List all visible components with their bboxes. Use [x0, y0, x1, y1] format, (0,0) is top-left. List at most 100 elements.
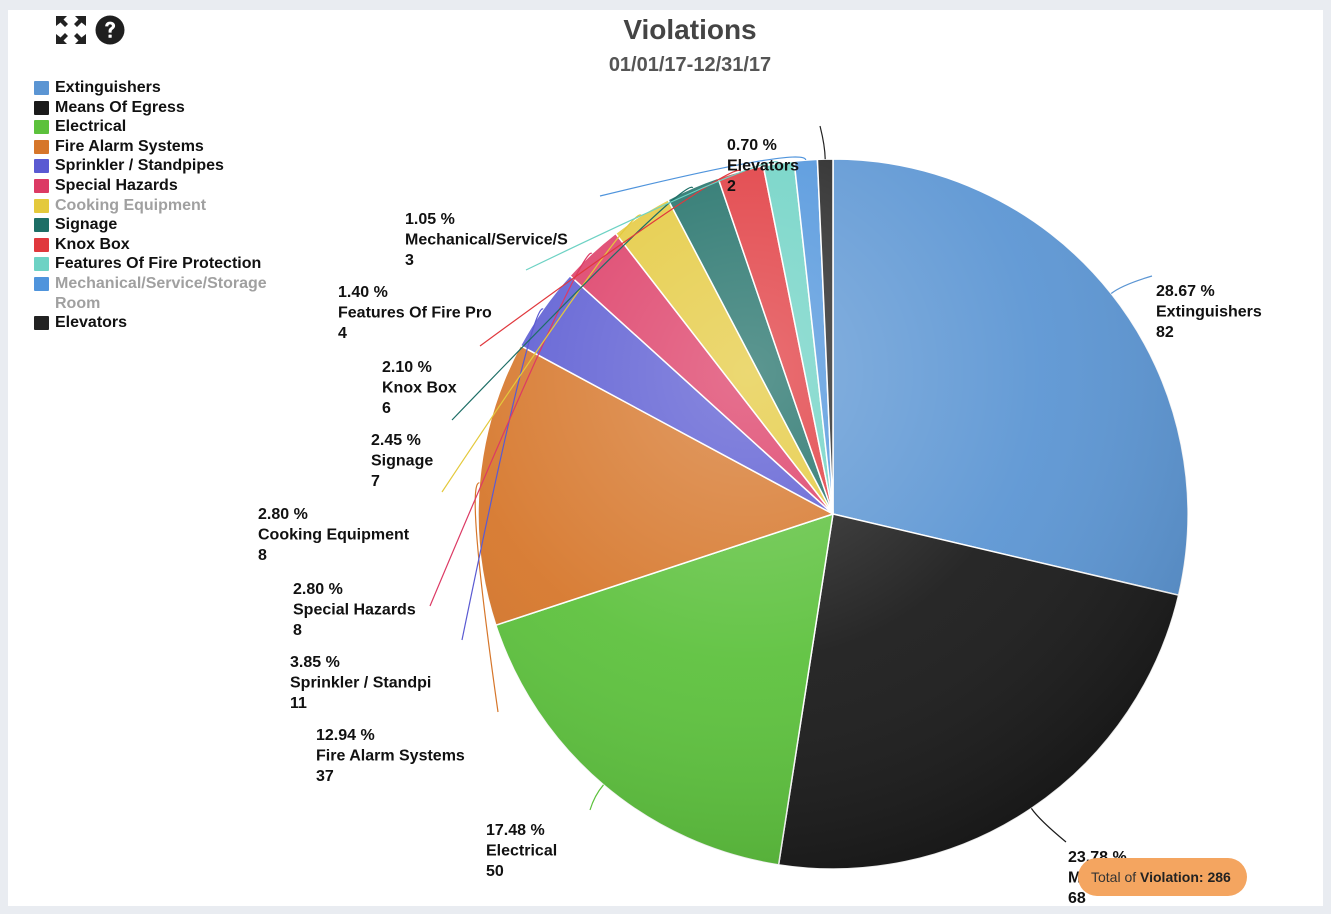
legend-swatch	[34, 178, 49, 193]
legend-swatch	[34, 198, 49, 213]
legend-item-extinguishers[interactable]: Extinguishers	[32, 78, 297, 98]
leader-line-fire-alarm-systems	[474, 482, 499, 713]
data-label-signage: 2.45 % Signage 7	[371, 432, 433, 490]
legend-item-electrical[interactable]: Electrical	[32, 117, 297, 137]
total-violations-badge: Total of Violation: 286	[1078, 858, 1247, 896]
data-label-value: 3	[405, 252, 414, 269]
legend-item-cooking-equipment[interactable]: Cooking Equipment	[32, 196, 297, 216]
legend-swatch	[34, 237, 49, 252]
data-label-label: Cooking Equipment	[258, 527, 410, 544]
leader-line-elevators	[819, 125, 826, 160]
legend-item-special-hazards[interactable]: Special Hazards	[32, 176, 297, 196]
legend-swatch	[34, 120, 49, 135]
leader-line-knox-box	[479, 169, 742, 347]
legend-item-elevators[interactable]: Elevators	[32, 313, 297, 333]
data-label-label: Features Of Fire Pro	[338, 305, 492, 322]
legend-item-mechanical-service-storage-room[interactable]: Mechanical/Service/Storage Room	[32, 274, 297, 313]
data-label-percent: 2.80 %	[258, 506, 308, 523]
data-label-value: 37	[316, 768, 334, 785]
data-label-label: Fire Alarm Systems	[316, 748, 465, 765]
data-label-fire-alarm-systems: 12.94 % Fire Alarm Systems 37	[316, 727, 465, 785]
data-label-elevators: 0.70 % Elevators 2	[727, 137, 799, 195]
legend-item-features-of-fire-protection[interactable]: Features Of Fire Protection	[32, 254, 297, 274]
legend-swatch	[34, 276, 49, 291]
data-label-percent: 1.05 %	[405, 211, 455, 228]
legend-swatch	[34, 218, 49, 233]
data-label-cooking-equipment: 2.80 % Cooking Equipment 8	[258, 506, 410, 564]
legend-label: Special Hazards	[55, 176, 178, 194]
data-label-special-hazards: 2.80 % Special Hazards 8	[293, 581, 416, 639]
legend-label: Fire Alarm Systems	[55, 137, 204, 155]
data-label-percent: 1.40 %	[338, 284, 388, 301]
chart-legend: Extinguishers Means Of Egress Electrical Fi…	[32, 78, 297, 333]
fullscreen-icon[interactable]	[54, 14, 88, 51]
legend-label: Extinguishers	[55, 79, 161, 96]
legend-item-signage[interactable]: Signage	[32, 215, 297, 235]
leader-line-sprinkler-standpipes	[461, 308, 544, 641]
legend-item-means-of-egress[interactable]: Means Of Egress	[32, 98, 297, 118]
legend-label: Features Of Fire Protection	[55, 255, 262, 273]
data-label-percent: 2.45 %	[371, 432, 421, 449]
data-label-percent: 3.85 %	[290, 654, 340, 671]
data-label-label: Special Hazards	[293, 602, 416, 619]
data-label-label: Mechanical/Service/S	[405, 232, 568, 249]
legend-swatch	[34, 257, 49, 272]
data-label-value: 82	[1156, 324, 1174, 341]
data-label-electrical: 17.48 % Electrical 50	[486, 822, 557, 880]
legend-swatch	[34, 316, 49, 331]
data-label-percent: 2.80 %	[293, 581, 343, 598]
data-label-percent: 17.48 %	[486, 822, 545, 839]
leader-line-extinguishers	[1110, 275, 1153, 294]
data-label-value: 8	[258, 547, 267, 564]
legend-label: Electrical	[55, 118, 127, 136]
help-icon[interactable]	[94, 14, 126, 51]
data-label-value: 2	[727, 178, 736, 195]
data-label-label: Extinguishers	[1156, 304, 1262, 321]
data-label-value: 50	[486, 863, 504, 880]
chart-title: Violations	[623, 14, 757, 45]
data-label-value: 8	[293, 622, 302, 639]
legend-label: Sprinkler / Standpipes	[55, 157, 224, 175]
leader-line-electrical	[589, 784, 604, 811]
data-label-value: 4	[338, 325, 347, 342]
data-label-label: Knox Box	[382, 380, 457, 397]
legend-item-fire-alarm-systems[interactable]: Fire Alarm Systems	[32, 137, 297, 157]
data-label-label: Sprinkler / Standpi	[290, 675, 431, 692]
legend-label: Knox Box	[55, 235, 130, 253]
legend-label: Cooking Equipment	[55, 196, 207, 214]
data-label-extinguishers: 28.67 % Extinguishers 82	[1156, 283, 1262, 341]
leader-line-features-of-fire-protection	[525, 161, 780, 271]
data-label-label: Signage	[371, 453, 433, 470]
legend-swatch	[34, 159, 49, 174]
data-label-percent: 0.70 %	[727, 137, 777, 154]
data-label-value: 6	[382, 400, 391, 417]
legend-label: Mechanical/Service/Storage Room	[55, 274, 267, 312]
legend-swatch	[34, 81, 49, 95]
data-label-percent: 2.10 %	[382, 359, 432, 376]
data-label-label: Electrical	[486, 843, 557, 860]
legend-item-sprinkler-standpipes[interactable]: Sprinkler / Standpipes	[32, 156, 297, 176]
data-label-mechanical-service-storage-room: 1.05 % Mechanical/Service/S 3	[405, 211, 568, 269]
leader-line-mechanical-service-storage-room	[599, 156, 807, 197]
data-label-percent: 28.67 %	[1156, 283, 1215, 300]
data-label-sprinkler-standpipes: 3.85 % Sprinkler / Standpi 11	[290, 654, 431, 712]
legend-label: Signage	[55, 216, 118, 234]
leader-line-means-of-egress	[1030, 808, 1067, 843]
data-label-percent: 12.94 %	[316, 727, 375, 744]
data-label-label: Elevators	[727, 158, 799, 175]
data-label-value: 7	[371, 473, 380, 490]
data-label-value: 11	[290, 695, 307, 712]
legend-label: Means Of Egress	[55, 98, 185, 116]
data-label-knox-box: 2.10 % Knox Box 6	[382, 359, 457, 417]
legend-swatch	[34, 100, 49, 115]
legend-swatch	[34, 139, 49, 154]
legend-label: Elevators	[55, 314, 128, 332]
data-label-features-of-fire-protection: 1.40 % Features Of Fire Pro 4	[338, 284, 492, 342]
data-label-value: 68	[1068, 890, 1086, 907]
chart-subtitle: 01/01/17-12/31/17	[608, 54, 772, 76]
total-value: 286	[1207, 869, 1231, 885]
leader-line-signage	[451, 186, 694, 421]
total-prefix: Total of	[1091, 869, 1137, 885]
legend-item-knox-box[interactable]: Knox Box	[32, 235, 297, 255]
total-label: Violation:	[1140, 869, 1204, 885]
